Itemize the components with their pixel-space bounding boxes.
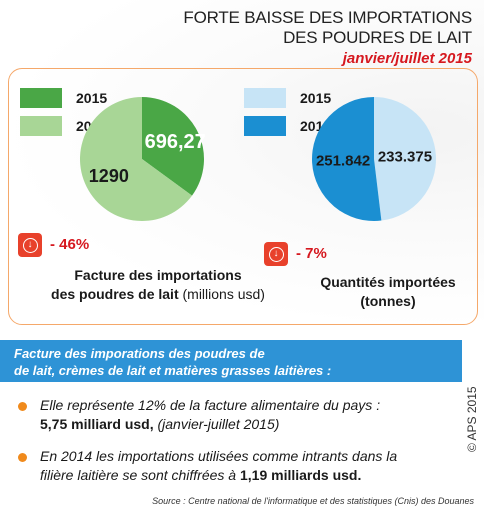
bullet-item: Elle représente 12% de la facture alimen… bbox=[18, 396, 380, 434]
legend-item-left-2015: 2015 bbox=[20, 88, 107, 108]
caption-line-2: (tonnes) bbox=[360, 293, 416, 309]
pie-slice-2014 bbox=[79, 97, 193, 221]
info-heading: Facture des imporations des poudres de d… bbox=[0, 340, 462, 382]
bullet-line: filière laitière se sont chiffrées à 1,1… bbox=[40, 466, 397, 485]
charts-frame bbox=[8, 68, 478, 325]
change-quantities: - 7% bbox=[296, 245, 327, 262]
legend-label: 2015 bbox=[76, 90, 108, 106]
caption-line-1: Facture des importations bbox=[74, 267, 242, 283]
legend-item-right-2015: 2015 bbox=[244, 88, 331, 108]
bullet-line: 5,75 milliard usd, (janvier-juillet 2015… bbox=[40, 415, 380, 434]
legend-swatch bbox=[244, 88, 286, 108]
pie-slice-2015 bbox=[374, 97, 436, 221]
pie-slice-2015 bbox=[142, 97, 204, 196]
caption-quantities: Quantités importées (tonnes) bbox=[298, 273, 478, 311]
caption-import-bill: Facture des importations des poudres de … bbox=[38, 266, 278, 304]
pie-label-2014: 1290 bbox=[89, 166, 129, 186]
header: FORTE BAISSE DES IMPORTATIONS DES POUDRE… bbox=[183, 8, 472, 70]
bullet-highlight: 1,19 milliards usd. bbox=[239, 467, 362, 483]
bullet-detail: (janvier-juillet 2015) bbox=[153, 416, 280, 432]
info-heading-line-1: Facture des imporations des poudres de bbox=[14, 346, 265, 361]
caption-line-2: des poudres de lait (millions usd) bbox=[38, 285, 278, 304]
period-label: janvier/juillet 2015 bbox=[342, 50, 472, 67]
credit: © APS 2015 bbox=[465, 386, 479, 452]
down-arrow-icon: ↓ bbox=[18, 233, 42, 257]
change-import-bill: - 46% bbox=[50, 236, 90, 253]
down-arrow-icon: ↓ bbox=[264, 242, 288, 266]
bullet-dot bbox=[18, 402, 27, 411]
legend-swatch bbox=[244, 116, 286, 136]
pie-chart-quantities: 233.375 251.842 bbox=[311, 97, 436, 221]
pie-label-2015: 233.375 bbox=[378, 149, 432, 166]
pie-slice-2014 bbox=[311, 97, 382, 221]
bullet-text: En 2014 les importations utilisées comme… bbox=[40, 447, 397, 485]
legend-label: 2015 bbox=[300, 90, 332, 106]
bullet-text: Elle représente 12% de la facture alimen… bbox=[40, 396, 380, 434]
bullet-line: En 2014 les importations utilisées comme… bbox=[40, 448, 398, 464]
bullet-line: Elle représente 12% de la facture alimen… bbox=[40, 397, 381, 413]
legend-swatch bbox=[20, 116, 62, 136]
bullet-dot bbox=[18, 453, 27, 462]
title-line-2: DES POUDRES DE LAIT bbox=[283, 28, 472, 47]
bullet-detail: filière laitière se sont chiffrées à bbox=[40, 467, 240, 483]
legend-swatch bbox=[20, 88, 62, 108]
bullet-item: En 2014 les importations utilisées comme… bbox=[18, 447, 397, 485]
title-line-1: FORTE BAISSE DES IMPORTATIONS bbox=[183, 8, 472, 27]
bullet-highlight: 5,75 milliard usd, bbox=[40, 416, 154, 432]
caption-line-1: Quantités importées bbox=[320, 274, 456, 290]
info-heading-line-2: de lait, crèmes de lait et matières gras… bbox=[14, 363, 332, 378]
caption-unit: (millions usd) bbox=[182, 286, 265, 302]
pie-label-2014: 251.842 bbox=[316, 152, 370, 169]
source-note: Source : Centre national de l'informatiq… bbox=[152, 496, 474, 506]
pie-label-2015: 696,27 bbox=[145, 131, 206, 153]
caption-text: des poudres de lait bbox=[51, 286, 179, 302]
pie-chart-import-bill: 696,27 1290 bbox=[79, 97, 206, 221]
